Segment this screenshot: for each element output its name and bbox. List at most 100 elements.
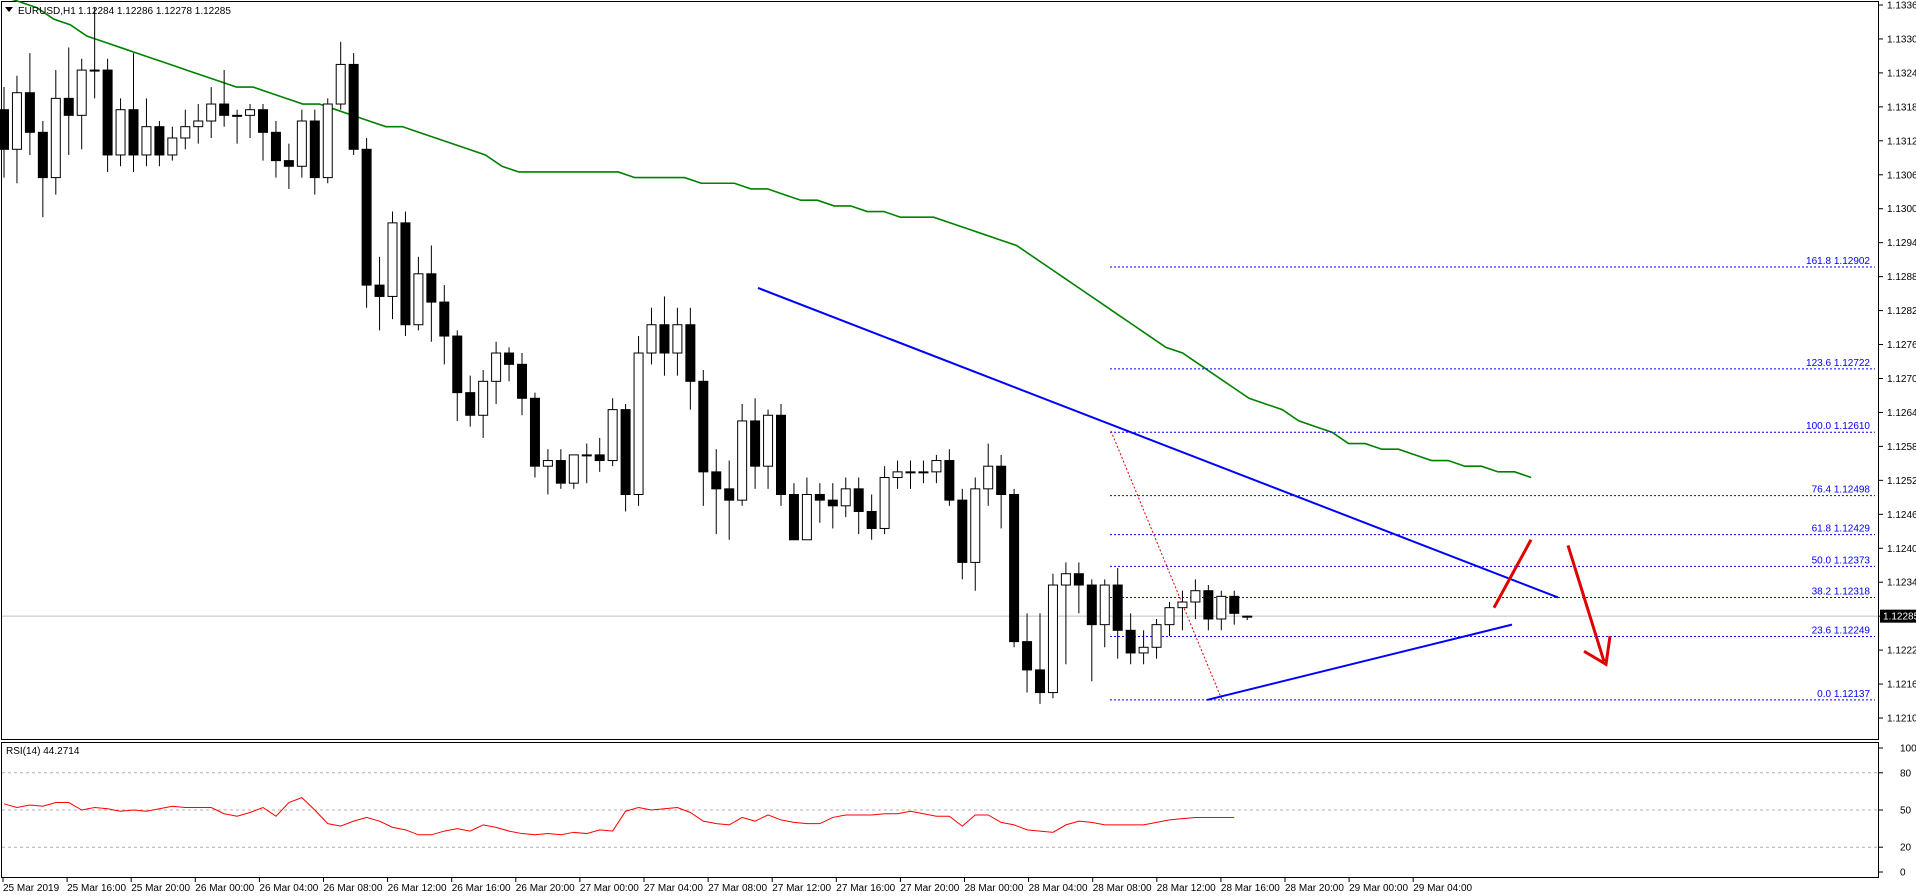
candle: [763, 409, 774, 489]
candle-body: [814, 493, 825, 501]
candle: [529, 392, 540, 478]
fib-level-label: 38.2 1.12318: [1812, 586, 1871, 597]
candle-body: [840, 488, 851, 507]
fib-diagonal: [1110, 430, 1223, 701]
candle: [1151, 618, 1162, 659]
candle: [594, 437, 605, 472]
candle: [426, 245, 437, 342]
time-tick-label: 26 Mar 12:00: [388, 883, 447, 894]
price-tick-label: 1.12225: [1887, 646, 1916, 657]
candle: [193, 104, 204, 144]
candle-body: [465, 392, 476, 416]
price-tick-label: 1.13245: [1887, 68, 1916, 79]
candle: [270, 121, 281, 178]
candle: [879, 466, 890, 535]
price-tick-label: 1.13365: [1887, 1, 1916, 12]
candle-body: [270, 131, 281, 162]
candle: [1009, 488, 1020, 648]
candle-body: [193, 120, 204, 128]
candle-body: [361, 148, 372, 286]
candle: [918, 460, 929, 484]
candle-body: [970, 488, 981, 563]
candle: [400, 211, 411, 337]
time-tick-label: 28 Mar 08:00: [1093, 883, 1152, 894]
candle-body: [1190, 590, 1201, 603]
candle-body: [853, 488, 864, 512]
candle-body: [607, 409, 618, 462]
candle-body: [724, 488, 735, 501]
candle-body: [542, 460, 553, 467]
candle-body: [1216, 595, 1227, 620]
fib-level-label: 161.8 1.12902: [1806, 256, 1870, 267]
candle-body: [76, 69, 87, 116]
candle: [309, 109, 320, 195]
candle: [374, 256, 385, 331]
candle: [685, 307, 696, 410]
candle-body: [1164, 607, 1175, 626]
candle: [63, 47, 74, 155]
candle-body: [219, 103, 230, 116]
candle: [620, 403, 631, 512]
candle-body: [296, 120, 307, 167]
dropdown-triangle-icon[interactable]: [5, 7, 13, 12]
bounce-arrow: [1492, 539, 1533, 609]
fib-level-label: 50.0 1.12373: [1812, 555, 1871, 566]
candle-body: [931, 460, 942, 473]
candle-body: [11, 92, 22, 150]
down-arrow-shaft: [1566, 544, 1606, 662]
fib-level-label: 100.0 1.12610: [1806, 421, 1870, 432]
candle: [1203, 585, 1214, 631]
time-tick-label: 28 Mar 00:00: [965, 883, 1024, 894]
candle: [245, 104, 256, 138]
rsi-tick-label: 50: [1900, 806, 1912, 817]
candle: [141, 98, 152, 167]
candle-body: [1229, 595, 1240, 614]
candle-body: [801, 493, 812, 541]
candle: [983, 443, 994, 506]
candle-body: [763, 414, 774, 467]
candle-body: [1009, 493, 1020, 643]
candle-body: [1073, 573, 1084, 586]
candle: [840, 477, 851, 518]
candle: [801, 477, 812, 541]
candle-body: [1242, 615, 1253, 618]
candle-body: [1138, 646, 1149, 654]
time-tick-label: 25 Mar 20:00: [131, 883, 190, 894]
support-trendline: [1206, 623, 1513, 701]
candle-body: [529, 397, 540, 467]
candle: [659, 296, 670, 376]
candle-body: [711, 471, 722, 490]
fibonacci-retracement: 161.8 1.12902 123.6 1.12722 100.0 1.12610 7…: [1110, 256, 1875, 701]
candle-body: [672, 324, 683, 354]
candle-body: [167, 137, 178, 156]
price-tick-label: 1.12645: [1887, 408, 1916, 419]
candle: [1060, 562, 1071, 665]
down-arrow-head: [1583, 636, 1612, 667]
fib-level-label: 23.6 1.12249: [1812, 626, 1871, 637]
candle: [737, 403, 748, 506]
time-tick-label: 27 Mar 12:00: [772, 883, 831, 894]
candle-body: [115, 109, 126, 156]
price-tick-label: 1.12885: [1887, 272, 1916, 283]
price-tick-label: 1.12465: [1887, 510, 1916, 521]
time-tick-label: 28 Mar 12:00: [1157, 883, 1216, 894]
candle: [283, 143, 294, 189]
candle-body: [944, 460, 955, 501]
time-tick-label: 27 Mar 00:00: [580, 883, 639, 894]
chart-header: EURUSD,H1 1.12284 1.12286 1.12278 1.1228…: [5, 6, 231, 17]
candle-body: [1060, 573, 1071, 586]
time-axis: 25 Mar 2019 25 Mar 16:00 25 Mar 20:00 26 Ma…: [2, 878, 1473, 894]
candle: [322, 98, 333, 184]
price-tick-label: 1.12105: [1887, 714, 1916, 725]
candle: [555, 449, 566, 489]
time-tick-label: 28 Mar 20:00: [1285, 883, 1344, 894]
price-tick-label: 1.12705: [1887, 374, 1916, 385]
candle: [788, 483, 799, 541]
candle: [348, 53, 359, 155]
price-tick-label: 1.13305: [1887, 34, 1916, 45]
candle: [711, 449, 722, 535]
candle-body: [24, 92, 35, 133]
candle: [258, 104, 268, 161]
candle: [167, 126, 178, 161]
candle: [672, 307, 683, 376]
